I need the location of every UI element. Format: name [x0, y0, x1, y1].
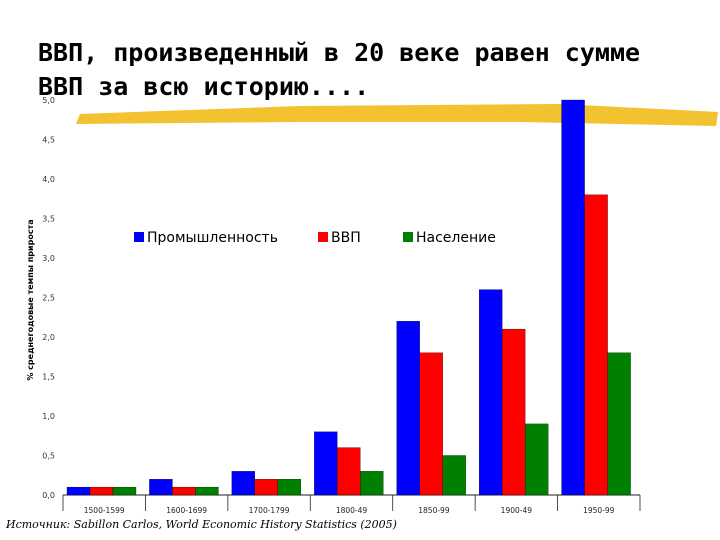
bar	[66, 486, 91, 496]
legend-label: ВВП	[331, 230, 361, 246]
y-tick-label: 3,0	[42, 254, 55, 263]
y-axis-title: % среднегодовые темпы прироста	[26, 219, 35, 380]
x-tick-label: 1850-99	[418, 506, 450, 515]
bar	[254, 479, 279, 496]
bar	[89, 486, 114, 496]
y-tick-label: 0,5	[42, 452, 55, 461]
x-tick-label: 1900-49	[501, 506, 533, 515]
bar	[277, 479, 302, 496]
legend-swatch	[134, 232, 144, 242]
bar	[360, 471, 384, 496]
bar	[112, 486, 137, 496]
x-tick-label: 1700-1799	[249, 506, 290, 515]
bar	[396, 321, 420, 496]
bar	[501, 328, 526, 496]
x-tick-label: 1500-1599	[84, 506, 125, 515]
y-tick-label: 5,0	[42, 96, 55, 105]
bar	[195, 486, 219, 496]
bar	[478, 289, 503, 496]
y-tick-label: 4,5	[42, 136, 55, 145]
legend-swatch	[318, 232, 328, 242]
legend-swatch	[403, 232, 413, 242]
y-tick-label: 1,0	[42, 412, 55, 421]
bar	[607, 352, 631, 496]
x-tick-label: 1950-99	[583, 506, 615, 515]
y-tick-label: 4,0	[42, 175, 55, 184]
bar	[561, 99, 585, 496]
bar	[584, 194, 608, 496]
bar	[231, 471, 256, 496]
bar	[442, 455, 466, 496]
y-tick-label: 0,0	[42, 491, 55, 500]
y-tick-label: 2,0	[42, 333, 55, 342]
source-note: Источник: Sabillon Carlos, World Economi…	[6, 518, 397, 531]
bar	[172, 486, 196, 496]
chart-legend: Промышленность ВВП Население	[134, 230, 496, 246]
bar	[524, 423, 549, 496]
slide-title: ВВП, произведенный в 20 веке равен сумме…	[38, 38, 641, 101]
bar	[419, 352, 443, 496]
x-tick-label: 1800-49	[336, 506, 368, 515]
bar	[337, 447, 361, 496]
y-tick-label: 2,5	[42, 294, 55, 303]
y-tick-label: 3,5	[42, 215, 55, 224]
y-tick-label: 1,5	[42, 373, 55, 382]
bar	[149, 479, 173, 496]
legend-label: Промышленность	[147, 230, 278, 246]
bar	[314, 431, 338, 496]
x-tick-label: 1600-1699	[166, 506, 207, 515]
legend-label: Население	[416, 230, 496, 246]
